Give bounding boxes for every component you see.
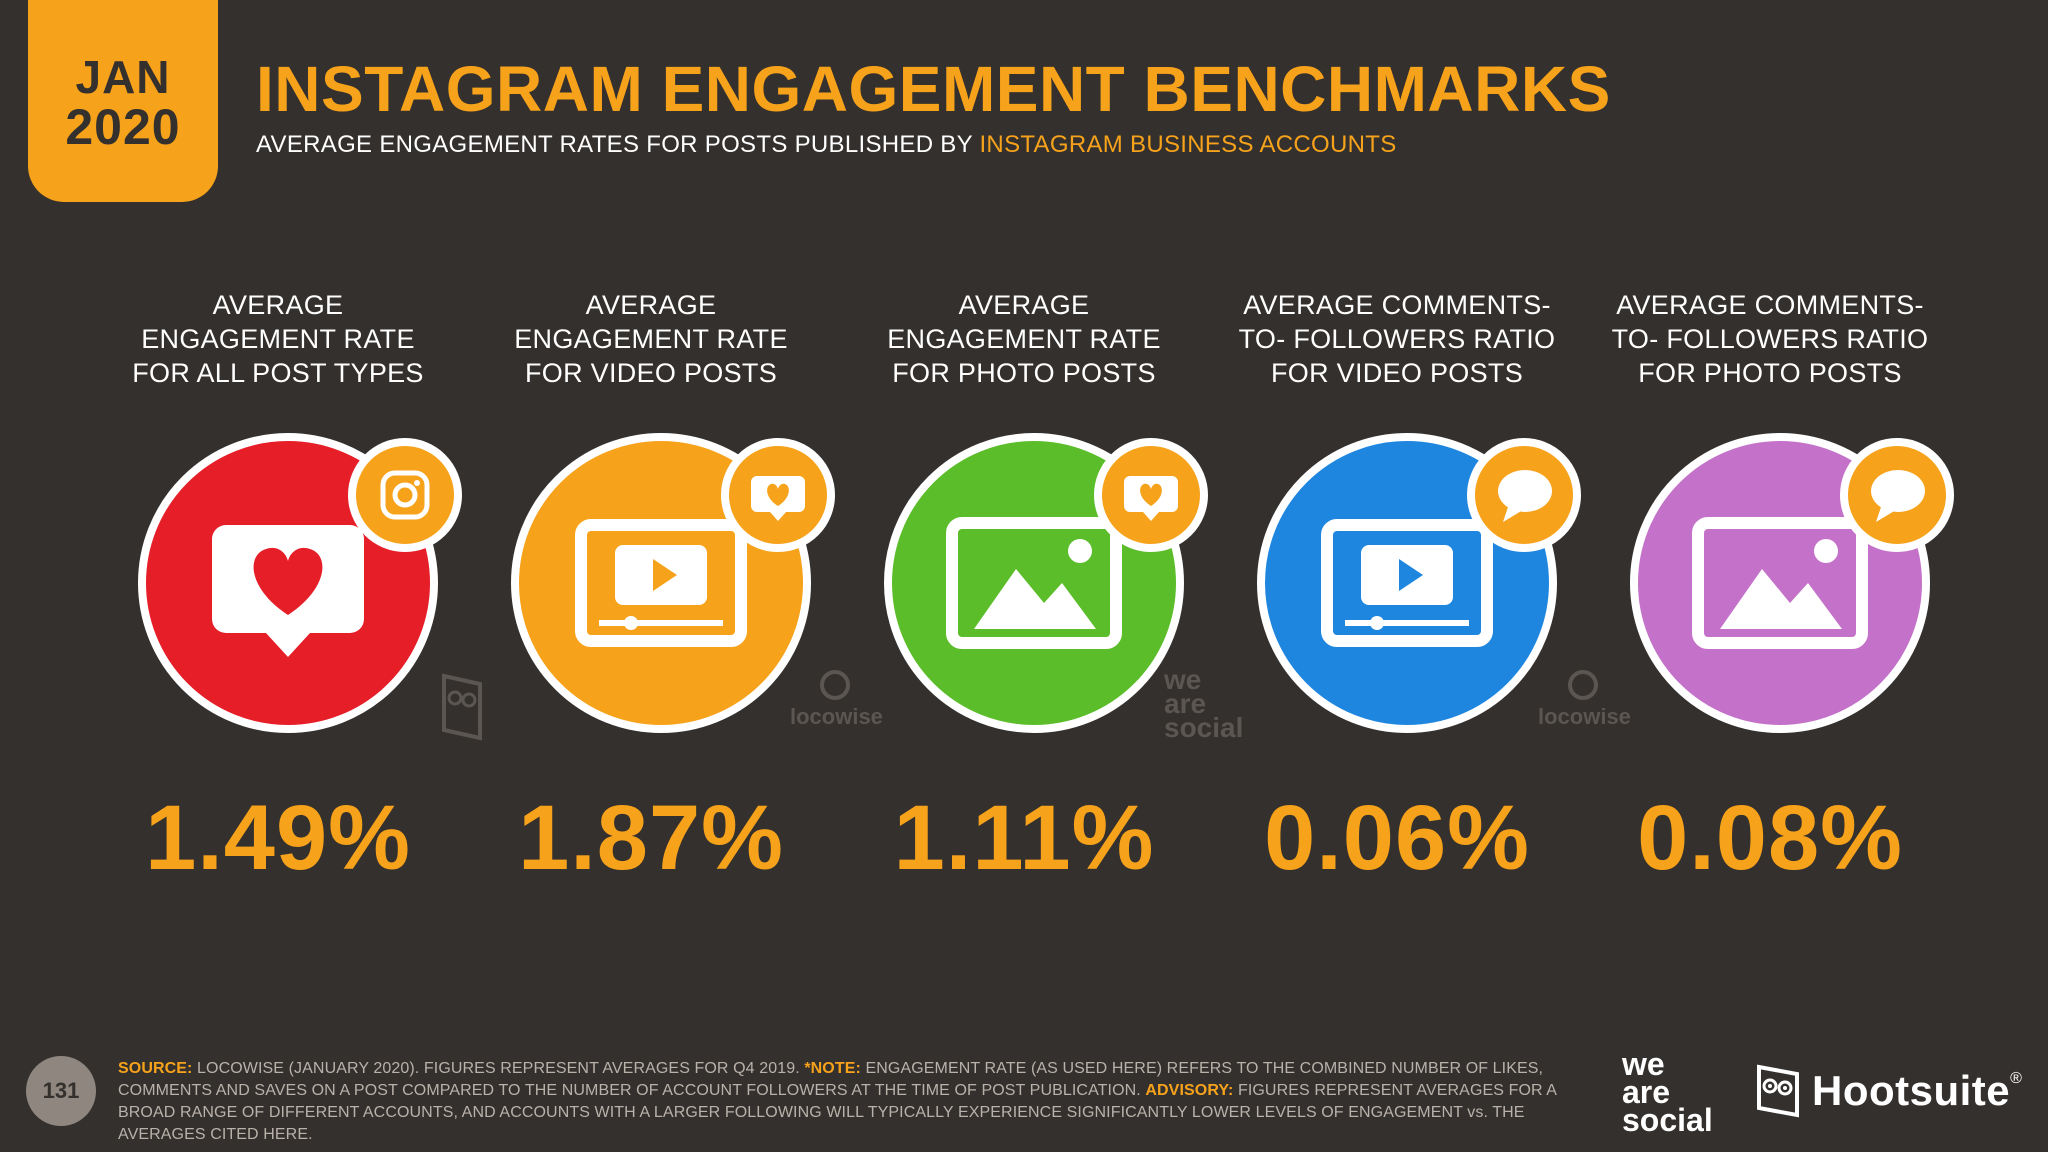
photo-icon: [946, 517, 1122, 649]
locowise-pin-icon: [1568, 670, 1598, 700]
locowise-watermark: locowise: [1538, 670, 1631, 730]
video-player-icon: [575, 519, 747, 647]
advisory-label: ADVISORY:: [1145, 1082, 1234, 1099]
photo-icon: [1692, 517, 1868, 649]
locowise-pin-icon: [820, 670, 850, 700]
speech-bubble-icon: [1498, 470, 1552, 522]
metric-label-line: AVERAGE: [585, 290, 717, 320]
metric-card-all-posts: AVERAGE ENGAGEMENT RATE FOR ALL POST TYP…: [108, 288, 462, 889]
metric-card-photo-comments: AVERAGE COMMENTS- TO- FOLLOWERS RATIO FO…: [1600, 288, 1954, 889]
metric-label-line: FOR VIDEO POSTS: [524, 358, 778, 388]
metric-label-line: FOR PHOTO POSTS: [892, 358, 1156, 388]
metric-label-line: TO- FOLLOWERS RATIO: [1611, 324, 1929, 354]
metric-label-line: FOR VIDEO POSTS: [1270, 358, 1524, 388]
metric-circle: [138, 433, 462, 733]
heart-badge: [1094, 438, 1208, 552]
metric-label-line: FOR ALL POST TYPES: [132, 358, 424, 388]
page-number-badge: 131: [26, 1056, 96, 1126]
source-text: LOCOWISE (JANUARY 2020). FIGURES REPRESE…: [192, 1060, 805, 1077]
hootsuite-logo: Hootsuite ®: [1756, 1064, 2022, 1118]
locowise-watermark-text: locowise: [1538, 704, 1631, 729]
metric-circle: [1257, 433, 1581, 733]
metric-value: 1.87%: [518, 787, 784, 889]
metric-card-video-engagement: AVERAGE ENGAGEMENT RATE FOR VIDEO POSTS …: [481, 288, 835, 889]
was-line-2: are: [1164, 688, 1207, 719]
heart-bubble-icon: [212, 525, 364, 657]
metric-label: AVERAGE ENGAGEMENT RATE FOR PHOTO POSTS: [854, 288, 1194, 398]
heart-bubble-icon: [751, 476, 805, 521]
metric-label-line: TO- FOLLOWERS RATIO: [1238, 324, 1556, 354]
metric-label-line: AVERAGE COMMENTS-: [1243, 290, 1551, 320]
metric-card-video-comments: AVERAGE COMMENTS- TO- FOLLOWERS RATIO FO…: [1227, 288, 1581, 889]
source-label: SOURCE:: [118, 1060, 193, 1077]
was-logo-line-3: social: [1622, 1102, 1713, 1138]
subtitle-prefix: AVERAGE ENGAGEMENT RATES FOR POSTS PUBLI…: [256, 131, 980, 158]
metric-value: 0.08%: [1637, 787, 1903, 889]
we-are-social-watermark: we are social: [1164, 664, 1244, 743]
comment-badge: [1467, 438, 1581, 552]
locowise-watermark-text: locowise: [790, 704, 883, 729]
hootsuite-logo-text: Hootsuite: [1812, 1067, 2011, 1114]
note-text: ENGAGEMENT RATE (AS USED HERE) REFERS TO…: [118, 1060, 1544, 1099]
locowise-watermark: locowise: [790, 670, 883, 730]
note-label: *NOTE:: [804, 1060, 861, 1077]
speech-bubble-icon: [1871, 470, 1925, 522]
footer-notes: SOURCE: LOCOWISE (JANUARY 2020). FIGURES…: [118, 1058, 1588, 1146]
was-line-3: social: [1164, 712, 1244, 743]
heart-bubble-icon: [1124, 476, 1178, 521]
hootsuite-watermark-icon: [442, 673, 482, 741]
metric-label: AVERAGE ENGAGEMENT RATE FOR ALL POST TYP…: [108, 288, 448, 398]
was-logo-line-2: are: [1622, 1074, 1671, 1110]
metric-label-line: ENGAGEMENT RATE: [514, 324, 788, 354]
metric-value: 1.49%: [145, 787, 411, 889]
was-logo-line-1: we: [1622, 1046, 1665, 1082]
metric-value: 1.11%: [893, 787, 1155, 889]
metric-value: 0.06%: [1264, 787, 1530, 889]
metric-label: AVERAGE COMMENTS- TO- FOLLOWERS RATIO FO…: [1600, 288, 1940, 398]
metric-label-line: AVERAGE: [958, 290, 1090, 320]
instagram-badge: [348, 438, 462, 552]
metric-circle: [1630, 433, 1954, 733]
metric-label-line: FOR PHOTO POSTS: [1638, 358, 1902, 388]
metric-label-line: ENGAGEMENT RATE: [141, 324, 415, 354]
date-year: 2020: [65, 98, 181, 155]
comment-badge: [1840, 438, 1954, 552]
instagram-icon: [380, 470, 430, 520]
metric-card-photo-engagement: AVERAGE ENGAGEMENT RATE FOR PHOTO POSTS …: [854, 288, 1208, 889]
was-line-1: we: [1164, 664, 1202, 695]
page-title: INSTAGRAM ENGAGEMENT BENCHMARKS: [256, 53, 1611, 125]
metric-circle: [511, 433, 835, 733]
subtitle-highlight: INSTAGRAM BUSINESS ACCOUNTS: [979, 131, 1397, 158]
metric-label: AVERAGE COMMENTS- TO- FOLLOWERS RATIO FO…: [1227, 288, 1567, 398]
hootsuite-owl-icon: [1757, 1064, 1799, 1118]
metric-label-line: AVERAGE COMMENTS-: [1616, 290, 1924, 320]
hootsuite-registered-mark: ®: [2010, 1070, 2022, 1087]
metric-label: AVERAGE ENGAGEMENT RATE FOR VIDEO POSTS: [481, 288, 821, 398]
heart-badge: [721, 438, 835, 552]
metric-label-line: AVERAGE: [212, 290, 344, 320]
metric-circle: [884, 433, 1208, 733]
advisory-text: FIGURES REPRESENT AVERAGES FOR A BROAD R…: [118, 1082, 1557, 1143]
date-month: JAN: [75, 50, 171, 103]
date-tab: JAN 2020: [28, 0, 218, 202]
video-player-icon: [1321, 519, 1493, 647]
metric-label-line: ENGAGEMENT RATE: [887, 324, 1161, 354]
we-are-social-logo: we are social: [1622, 1046, 1713, 1138]
page-subtitle: AVERAGE ENGAGEMENT RATES FOR POSTS PUBLI…: [256, 131, 1397, 159]
